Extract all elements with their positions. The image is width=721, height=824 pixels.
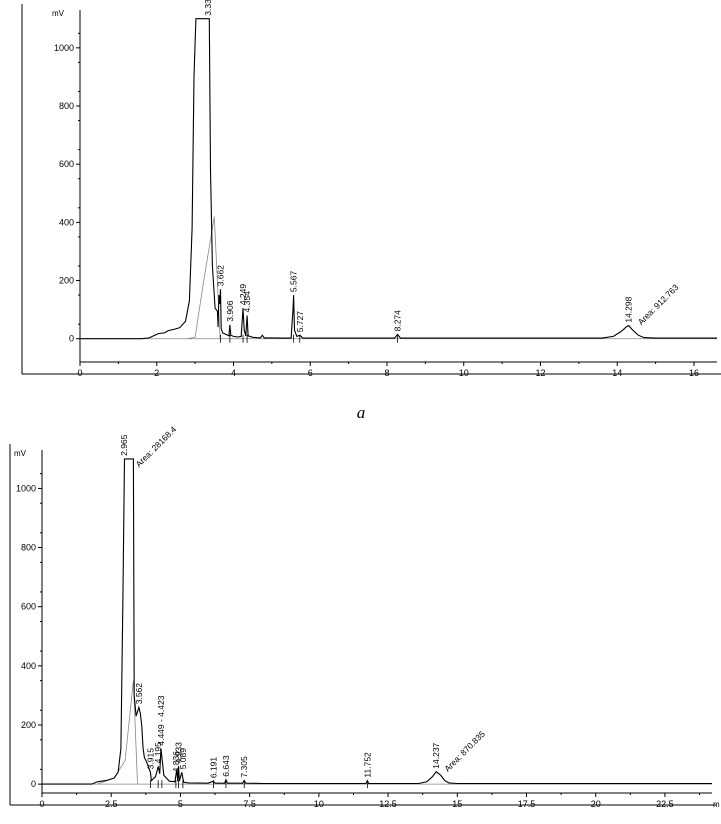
y-tick-label: 0 [69,334,74,344]
x-unit-label: m [713,800,720,809]
x-tick-label: 15 [452,799,462,809]
x-tick-label: 7.5 [243,799,256,809]
peak-label: 4.249 [238,284,248,306]
x-tick-label: 5 [178,799,183,809]
y-unit-label: mV [14,449,27,458]
peak-label: 4.933 [174,742,184,764]
y-tick-label: 600 [59,159,74,169]
y-tick-label: 1000 [54,43,74,53]
peak-label: 6.643 [221,755,231,777]
y-tick-label: 200 [21,720,36,730]
y-unit-label: mV [52,9,65,18]
integration-baseline [187,216,221,340]
y-tick-label: 0 [31,779,36,789]
chromatogram-trace [42,458,712,785]
x-tick-label: 10 [314,799,324,809]
x-tick-label: 12.5 [379,799,397,809]
peak-label: 3.332 [203,0,213,16]
peak-label: 5.727 [295,311,305,333]
x-tick-label: 0 [77,368,82,378]
peak-label: 14.298 [624,296,634,322]
y-tick-label: 800 [59,101,74,111]
peak-label: 3.906 [225,300,235,322]
peak-label: 4.354 [242,291,252,313]
x-tick-label: 8 [384,368,389,378]
peak-label: 3.915 [145,748,155,770]
x-tick-label: 17.5 [518,799,536,809]
chromatogram-a: 0 200 400 600 800 1000 0 2 4 6 8 10 12 14 16 mV 3.332 3.6… [21,0,721,378]
peak-label: 2.965 [119,434,129,456]
figure-caption-a: a [357,403,366,422]
peak-label: 14.237 [431,742,441,768]
y-tick-label: 200 [59,276,74,286]
x-tick-label: 2 [154,368,159,378]
y-tick-label: 800 [21,543,36,553]
x-tick-label: 14 [612,368,622,378]
x-tick-label: 2.5 [105,799,118,809]
peak-label: 4.449 - 4.423 [156,695,166,745]
peak-label: 5.089 [178,748,188,770]
peak-label: 4.195 [153,742,163,764]
y-tick-label: 1000 [16,483,36,493]
x-tick-label: 12 [535,368,545,378]
peak-label: 8.274 [393,310,403,332]
integration-baseline [97,680,138,785]
peak-label: 11.752 [362,752,372,778]
x-tick-label: 6 [308,368,313,378]
x-tick-label: 16 [689,368,699,378]
x-tick-label: 4 [231,368,236,378]
x-tick-label: 0 [39,799,44,809]
y-tick-label: 600 [21,602,36,612]
peak-label: 3.662 [216,265,226,287]
x-tick-label: 22.5 [656,799,674,809]
peak-label: 6.191 [208,757,218,779]
peak-label: 3.562 [134,683,144,705]
x-tick-label: 20 [591,799,601,809]
y-tick-label: 400 [21,661,36,671]
area-label: Area: 912.763 [636,282,681,327]
y-tick-label: 400 [59,217,74,227]
area-label: Area: 28168.4 [133,424,178,469]
peak-label: 5.567 [289,271,299,293]
peak-label: 4.836 [171,751,181,773]
chromatogram-trace [80,18,717,340]
area-label: Area: 870.835 [442,729,487,774]
peak-label: 7.305 [239,756,249,778]
chromatogram-b: 0 200 400 600 800 1000 0 2.5 5 7.5 10 12.5 15 17.5 20 2… [9,424,720,809]
x-tick-label: 10 [459,368,469,378]
